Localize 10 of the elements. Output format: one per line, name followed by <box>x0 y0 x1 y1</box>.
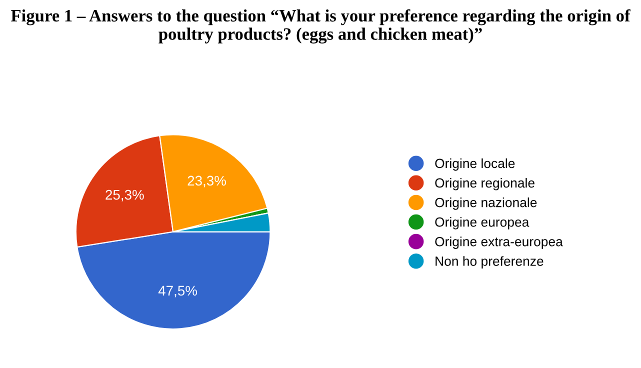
legend-label: Origine europea <box>435 217 530 230</box>
legend-label: Origine locale <box>435 158 515 171</box>
data-label: 23,3% <box>188 176 226 188</box>
chart-title: Figure 1 – Answers to the question “What is your preference regarding the origin of poultry products? (eggs and chicken meat)” <box>11 9 630 44</box>
legend-label: Origine nazionale <box>435 198 537 210</box>
data-label: 47,5% <box>158 286 197 298</box>
legend-label: Origine regionale <box>435 178 534 190</box>
legend-label: Origine extra-europea <box>435 236 563 249</box>
data-label: 25,3% <box>106 190 144 202</box>
legend-label: Non ho preferenze <box>436 256 544 268</box>
